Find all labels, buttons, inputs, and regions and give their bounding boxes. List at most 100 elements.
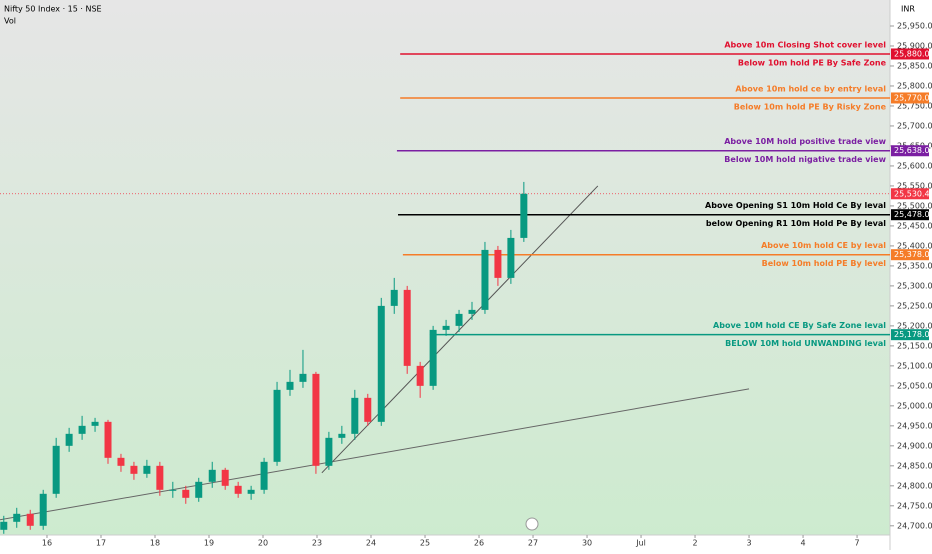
- y-tick-label: 25,950.00: [897, 21, 932, 30]
- y-tick-label: 24,750.00: [897, 501, 932, 510]
- level-note-below: Below 10m hold PE By Safe Zone: [738, 58, 887, 67]
- x-tick-label: 7: [855, 539, 860, 548]
- price-badge: [891, 92, 929, 104]
- y-tick-label: 24,900.00: [897, 441, 932, 450]
- time-axis: [0, 535, 890, 550]
- level-note-below: BELOW 10M hold UNWANDING leval: [725, 339, 886, 348]
- level-note-below: Below 10m hold PE By level: [762, 259, 887, 268]
- price-badge-label: 25,178.00: [894, 330, 932, 339]
- candle-body: [247, 489, 255, 494]
- x-tick-label: 23: [312, 539, 322, 548]
- candle-body: [39, 493, 47, 526]
- y-tick-label: 25,300.00: [897, 281, 932, 290]
- candle-body: [91, 421, 99, 426]
- candle-body: [364, 397, 372, 422]
- candle-body: [234, 485, 242, 494]
- currency-label: INR: [901, 5, 915, 14]
- candle-body: [286, 381, 294, 390]
- candle-body: [312, 373, 320, 466]
- candle-body: [0, 521, 8, 530]
- candle-body: [104, 421, 112, 458]
- candle-body: [52, 445, 60, 494]
- x-tick-label: 27: [528, 539, 538, 548]
- plot-background: [0, 0, 890, 535]
- x-tick-label: 30: [582, 539, 592, 548]
- y-tick-label: 25,050.00: [897, 381, 932, 390]
- candle-body: [221, 469, 229, 486]
- candle-body: [130, 465, 138, 474]
- y-tick-label: 24,850.00: [897, 461, 932, 470]
- y-tick-label: 25,000.00: [897, 401, 932, 410]
- x-tick-label: 4: [801, 539, 806, 548]
- price-axis: [890, 0, 932, 550]
- level-note-below: Below 10m hold PE By Risky Zone: [734, 102, 887, 111]
- x-tick-label: 2: [692, 539, 697, 548]
- level-note-above: Above 10m Closing Shot cover level: [724, 40, 886, 49]
- level-note-below: below Opening R1 10m Hold Pe By leval: [706, 219, 886, 228]
- candle-body: [260, 461, 268, 490]
- y-tick-label: 25,200.00: [897, 321, 932, 330]
- candle-body: [143, 465, 151, 474]
- candle-body: [338, 433, 346, 438]
- candle-body: [65, 433, 73, 446]
- x-tick-label: 26: [474, 539, 484, 548]
- candle-body: [481, 249, 489, 310]
- candle-body: [468, 309, 476, 314]
- trendline: [0, 388, 750, 521]
- price-badge-label: 25,638.00: [894, 146, 932, 155]
- level-note-above: Above 10M hold positive trade view: [724, 137, 886, 146]
- candle-body: [169, 489, 177, 491]
- candle-body: [195, 481, 203, 498]
- y-tick-label: 25,550.00: [897, 181, 932, 190]
- plot-layer: 24,700.00 24,750.00 24,800.00 24,850.00 24,9…: [0, 21, 932, 548]
- candle-body: [13, 513, 21, 522]
- x-tick-label: 20: [258, 539, 268, 548]
- x-tick-label: 17: [96, 539, 106, 548]
- y-tick-label: 25,800.00: [897, 81, 932, 90]
- y-tick-label: 25,600.00: [897, 161, 932, 170]
- chart-title: Nifty 50 Index · 15 · NSE: [4, 5, 102, 14]
- candle-body: [520, 193, 528, 238]
- y-tick-label: 25,100.00: [897, 361, 932, 370]
- price-badge: [891, 145, 929, 157]
- y-tick-label: 24,800.00: [897, 481, 932, 490]
- price-badge: [891, 188, 929, 200]
- candle-body: [390, 289, 398, 306]
- y-tick-label: 25,450.00: [897, 221, 932, 230]
- candle-body: [429, 329, 437, 386]
- candle-body: [416, 365, 424, 386]
- y-tick-label: 25,350.00: [897, 261, 932, 270]
- y-tick-label: 24,700.00: [897, 521, 932, 530]
- candle-body: [351, 397, 359, 434]
- x-tick-label: 16: [42, 539, 52, 548]
- price-badge: [891, 249, 929, 261]
- candle-body: [208, 469, 216, 482]
- events-icon[interactable]: [525, 517, 539, 531]
- candle-body: [377, 305, 385, 422]
- x-tick-label: 25: [420, 539, 430, 548]
- y-tick-label: 25,250.00: [897, 301, 932, 310]
- candle-body: [78, 425, 86, 434]
- level-note-above: Above 10m hold CE by leval: [761, 241, 886, 250]
- level-note-below: Below 10M hold nigative trade view: [724, 155, 886, 164]
- x-tick-label: 3: [747, 539, 752, 548]
- price-badge-label: 25,880.00: [894, 49, 932, 58]
- candle-body: [494, 249, 502, 278]
- candle-body: [507, 237, 515, 278]
- candle-body: [325, 437, 333, 466]
- y-tick-label: 25,700.00: [897, 121, 932, 130]
- y-tick-label: 25,400.00: [897, 241, 932, 250]
- y-tick-label: 25,750.00: [897, 101, 932, 110]
- candle-body: [117, 457, 125, 466]
- candle-body: [182, 489, 190, 498]
- y-tick-label: 25,850.00: [897, 61, 932, 70]
- x-tick-label: Jul: [635, 539, 646, 548]
- price-badge: [891, 329, 929, 341]
- y-tick-label: 24,950.00: [897, 421, 932, 430]
- candle-body: [26, 513, 34, 526]
- level-note-above: Above 10M hold CE By Safe Zone leval: [713, 321, 886, 330]
- price-badge-label: 25,770.00: [894, 93, 932, 102]
- price-badge-label: 25,478.00: [894, 210, 932, 219]
- x-tick-label: 18: [150, 539, 160, 548]
